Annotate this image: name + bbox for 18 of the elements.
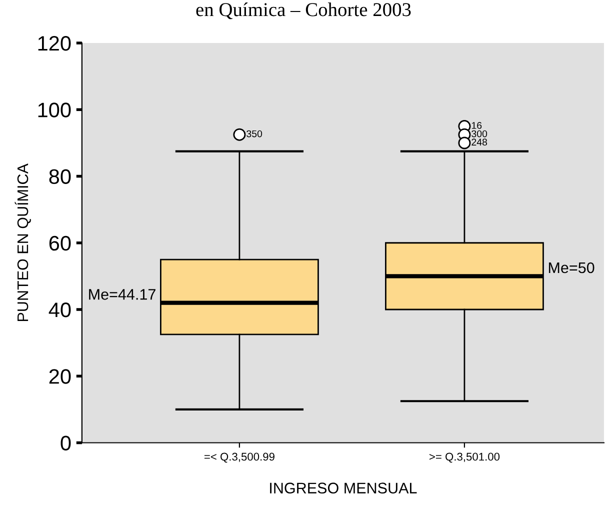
x-tick-label: >= Q.3,501.00 [429, 452, 500, 463]
chart-title: en Química – Cohorte 2003 [196, 2, 411, 20]
annotation: 248 [472, 138, 488, 146]
y-tick-label: 20 [49, 369, 71, 384]
annotation: 300 [472, 130, 488, 138]
annotation: 350 [246, 130, 262, 138]
y-axis-title: PUNTEO EN QUÍMICA [14, 164, 31, 321]
annotation: Me=50 [548, 262, 594, 274]
x-axis-title: INGRESO MENSUAL [270, 482, 417, 494]
y-tick-label: 40 [48, 302, 71, 318]
y-tick-label: 100 [38, 102, 71, 118]
y-tick-label: 0 [60, 436, 71, 451]
y-tick-label: 80 [49, 169, 71, 184]
y-tick-label: 60 [49, 236, 71, 251]
annotation: 16 [472, 122, 482, 129]
x-tick-label: =< Q.3,500.99 [204, 452, 274, 463]
annotation: Me=44.17 [89, 289, 156, 300]
y-tick-label: 120 [38, 36, 71, 51]
